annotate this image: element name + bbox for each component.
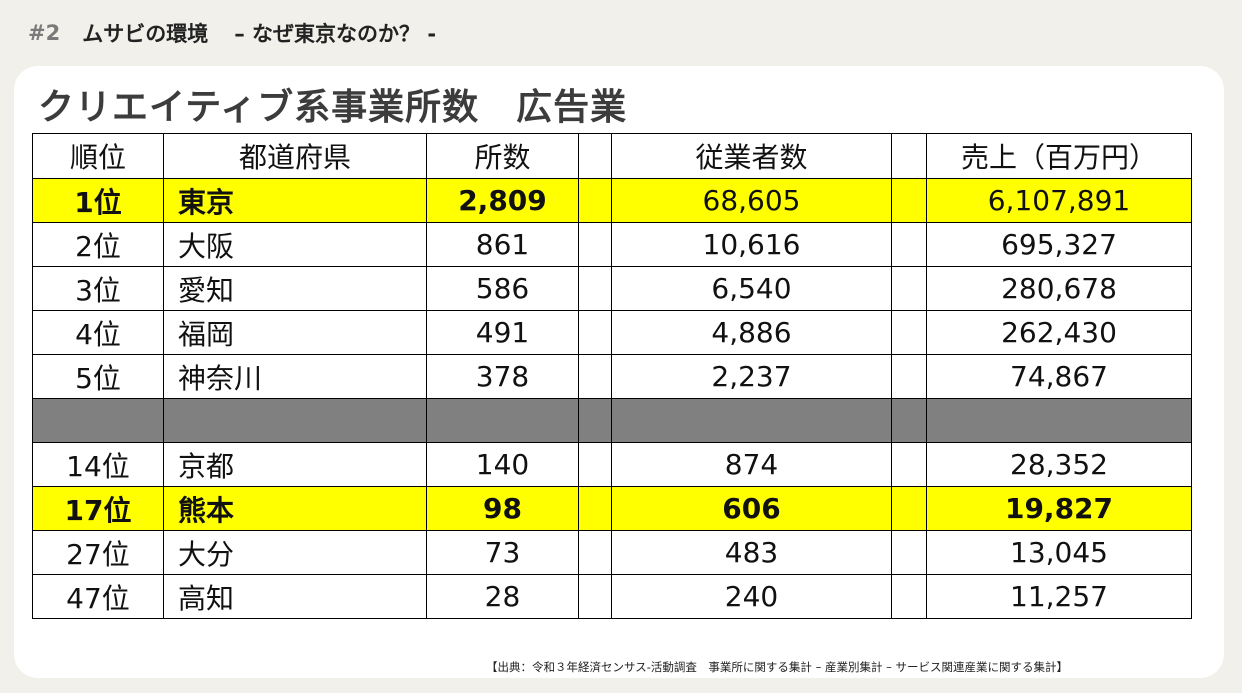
cell-rank: 3位	[32, 266, 164, 311]
header-sales: 売上（百万円）	[926, 133, 1192, 179]
cell-spacer	[891, 574, 927, 619]
cell-spacer	[891, 178, 927, 223]
table-row: 27位 大分 73 483 13,045	[32, 530, 1192, 575]
cell-spacer	[578, 442, 612, 487]
cell-prefecture: 大分	[163, 530, 427, 575]
cell-offices: 98	[426, 486, 579, 531]
cell-spacer	[578, 530, 612, 575]
cell-sales: 11,257	[926, 574, 1192, 619]
table-row: 2位 大阪 861 10,616 695,327	[32, 222, 1192, 267]
cell-sales: 28,352	[926, 442, 1192, 487]
cell-spacer	[891, 222, 927, 267]
cell-employees: 68,605	[611, 178, 892, 223]
cell-rank: 14位	[32, 442, 164, 487]
cell-sales: 19,827	[926, 486, 1192, 531]
separator-cell	[426, 398, 579, 443]
cell-rank: 1位	[32, 178, 164, 223]
cell-spacer	[891, 442, 927, 487]
separator-cell	[926, 398, 1192, 443]
cell-employees: 10,616	[611, 222, 892, 267]
cell-prefecture: 愛知	[163, 266, 427, 311]
ranking-table: 順位 都道府県 所数 従業者数 売上（百万円） 1位 東京 2,809 68,6…	[32, 133, 1192, 619]
cell-sales: 695,327	[926, 222, 1192, 267]
cell-offices: 491	[426, 310, 579, 355]
slide-subtitle: – なぜ東京なのか？ -	[234, 22, 437, 46]
cell-spacer	[578, 310, 612, 355]
cell-offices: 140	[426, 442, 579, 487]
table-row: 14位 京都 140 874 28,352	[32, 442, 1192, 487]
cell-spacer	[578, 222, 612, 267]
slide-section-title: ムサビの環境	[82, 22, 209, 46]
table-row: 3位 愛知 586 6,540 280,678	[32, 266, 1192, 311]
cell-spacer	[578, 486, 612, 531]
cell-prefecture: 高知	[163, 574, 427, 619]
table-row: 47位 高知 28 240 11,257	[32, 574, 1192, 619]
cell-rank: 27位	[32, 530, 164, 575]
cell-spacer	[891, 530, 927, 575]
table-header-row: 順位 都道府県 所数 従業者数 売上（百万円）	[32, 133, 1192, 179]
cell-prefecture: 熊本	[163, 486, 427, 531]
cell-prefecture: 大阪	[163, 222, 427, 267]
cell-sales: 280,678	[926, 266, 1192, 311]
cell-offices: 586	[426, 266, 579, 311]
source-citation: 【出典：令和３年経済センサス-活動調査 事業所に関する集計 – 産業別集計 – …	[486, 660, 1069, 674]
cell-spacer	[578, 354, 612, 399]
cell-employees: 606	[611, 486, 892, 531]
slide-number: #2	[28, 21, 61, 45]
cell-spacer	[891, 310, 927, 355]
cell-offices: 378	[426, 354, 579, 399]
cell-sales: 262,430	[926, 310, 1192, 355]
table-row-tokyo: 1位 東京 2,809 68,605 6,107,891	[32, 178, 1192, 223]
table-separator-row	[32, 398, 1192, 443]
cell-rank: 5位	[32, 354, 164, 399]
cell-sales: 13,045	[926, 530, 1192, 575]
cell-spacer	[578, 266, 612, 311]
separator-cell	[611, 398, 892, 443]
cell-prefecture: 福岡	[163, 310, 427, 355]
cell-offices: 861	[426, 222, 579, 267]
header-spacer	[578, 133, 612, 179]
table-row-kumamoto: 17位 熊本 98 606 19,827	[32, 486, 1192, 531]
cell-employees: 874	[611, 442, 892, 487]
table-row: 5位 神奈川 378 2,237 74,867	[32, 354, 1192, 399]
cell-employees: 4,886	[611, 310, 892, 355]
cell-spacer	[578, 574, 612, 619]
cell-employees: 483	[611, 530, 892, 575]
cell-rank: 47位	[32, 574, 164, 619]
separator-cell	[32, 398, 164, 443]
header-spacer	[891, 133, 927, 179]
cell-rank: 2位	[32, 222, 164, 267]
cell-offices: 73	[426, 530, 579, 575]
header-employees: 従業者数	[611, 133, 892, 179]
cell-spacer	[891, 266, 927, 311]
cell-prefecture: 東京	[163, 178, 427, 223]
page-title: クリエイティブ系事業所数 広告業	[38, 87, 628, 128]
cell-rank: 17位	[32, 486, 164, 531]
cell-offices: 2,809	[426, 178, 579, 223]
separator-cell	[578, 398, 612, 443]
header-offices: 所数	[426, 133, 579, 179]
slide-header: #2 ムサビの環境 – なぜ東京なのか？ -	[28, 18, 436, 48]
table-row: 4位 福岡 491 4,886 262,430	[32, 310, 1192, 355]
cell-employees: 240	[611, 574, 892, 619]
cell-rank: 4位	[32, 310, 164, 355]
separator-cell	[163, 398, 427, 443]
cell-sales: 74,867	[926, 354, 1192, 399]
cell-employees: 2,237	[611, 354, 892, 399]
cell-spacer	[891, 354, 927, 399]
cell-prefecture: 京都	[163, 442, 427, 487]
cell-spacer	[578, 178, 612, 223]
header-prefecture: 都道府県	[163, 133, 427, 179]
separator-cell	[891, 398, 927, 443]
cell-sales: 6,107,891	[926, 178, 1192, 223]
header-rank: 順位	[32, 133, 164, 179]
cell-employees: 6,540	[611, 266, 892, 311]
cell-prefecture: 神奈川	[163, 354, 427, 399]
cell-offices: 28	[426, 574, 579, 619]
cell-spacer	[891, 486, 927, 531]
